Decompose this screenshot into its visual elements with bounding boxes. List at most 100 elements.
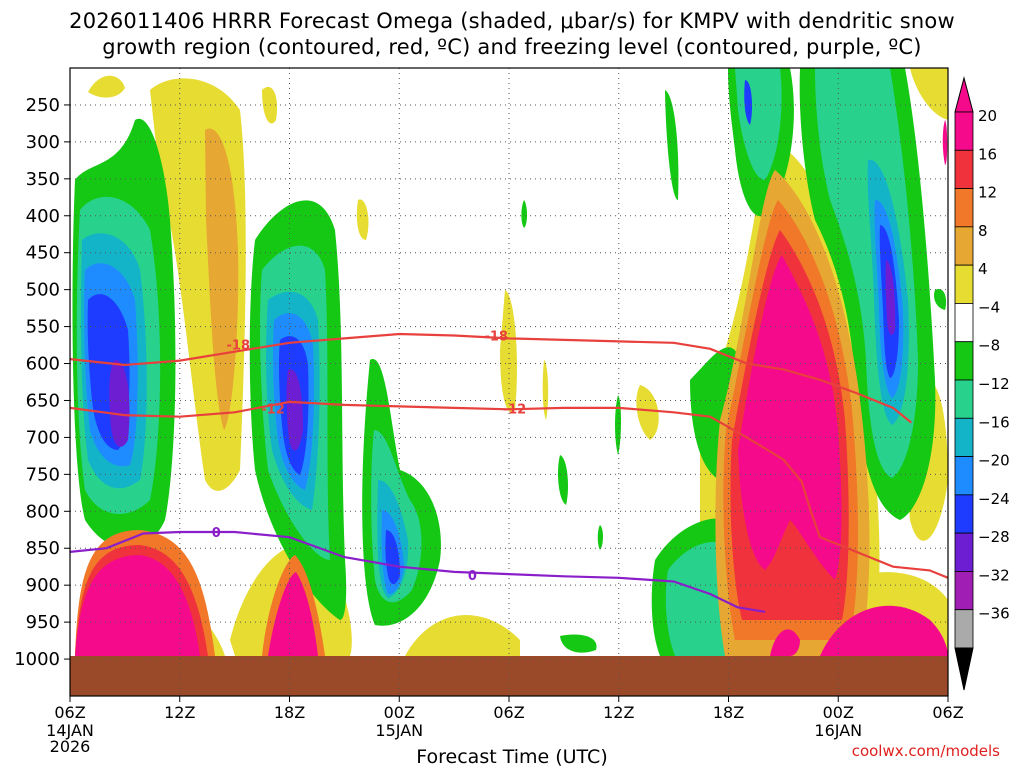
colorbar-swatch <box>954 303 974 343</box>
x-tick-label: 12Z <box>164 703 195 722</box>
date-label: 14JAN <box>46 721 94 740</box>
x-tick-label: 18Z <box>713 703 744 722</box>
omega-green <box>558 455 568 505</box>
chart-title: 2026011406 HRRR Forecast Omega (shaded, … <box>0 8 1024 60</box>
y-tick-label: 550 <box>26 317 60 338</box>
date-label: 15JAN <box>375 721 423 740</box>
y-tick-label: 650 <box>26 390 60 411</box>
colorbar-label: 20 <box>978 107 997 125</box>
date-label: 16JAN <box>814 721 862 740</box>
y-tick-label: 350 <box>26 169 60 190</box>
x-tick-label: 12Z <box>603 703 634 722</box>
colorbar-swatch <box>954 379 974 419</box>
contour-label: -12 <box>503 403 527 418</box>
y-tick-label: 900 <box>26 575 60 596</box>
colorbar-swatch <box>954 149 974 189</box>
chart-title-line1: 2026011406 HRRR Forecast Omega (shaded, … <box>69 9 955 33</box>
colorbar-label: −20 <box>978 452 1010 470</box>
colorbar-swatch <box>954 417 974 457</box>
colorbar-label: −28 <box>978 528 1010 546</box>
date-label: 2026 <box>50 737 91 756</box>
y-tick-label: 250 <box>26 95 60 116</box>
colorbar: 20 16 12 8 4 −4 −8 −12 −16 −20 −24 −28 −32 −36 <box>954 76 1010 691</box>
colorbar-label: 12 <box>978 184 997 202</box>
omega-magenta <box>942 120 948 165</box>
colorbar-label: −12 <box>978 375 1010 393</box>
omega-yellow <box>405 615 520 656</box>
omega-yellow <box>500 290 517 413</box>
colorbar-swatch <box>954 111 974 151</box>
y-tick-label: 1000 <box>14 649 60 670</box>
x-axis: 06Z 12Z 18Z 00Z 06Z 12Z 18Z 00Z 06Z14JAN202615JA… <box>46 696 964 756</box>
colorbar-label: −24 <box>978 490 1010 508</box>
colorbar-label: 16 <box>978 145 997 163</box>
colorbar-label: −8 <box>978 337 1000 355</box>
colorbar-swatch <box>954 494 974 534</box>
x-tick-label: 06Z <box>493 703 524 722</box>
x-tick-label: 00Z <box>384 703 415 722</box>
omega-yellow <box>88 75 125 98</box>
omega-magenta <box>738 255 842 580</box>
contour-freezing-level <box>70 530 766 613</box>
credit-text: coolwx.com/models <box>851 742 1000 760</box>
colorbar-swatch <box>954 341 974 381</box>
omega-purple <box>109 360 130 447</box>
omega-green <box>934 289 947 310</box>
colorbar-swatch <box>954 456 974 496</box>
omega-purple <box>885 260 896 336</box>
omega-yellow <box>356 199 369 240</box>
colorbar-swatch <box>954 226 974 266</box>
colorbar-swatch <box>954 532 974 572</box>
contour-label: 0 <box>468 569 477 584</box>
ground <box>70 656 948 696</box>
colorbar-label: −4 <box>978 298 1000 316</box>
omega-green <box>560 634 597 653</box>
y-tick-label: 700 <box>26 427 60 448</box>
omega-shading <box>70 68 948 696</box>
x-axis-title: Forecast Time (UTC) <box>416 746 608 768</box>
contour-label: 0 <box>212 526 221 541</box>
colorbar-label: −32 <box>978 566 1010 584</box>
contour-dgz-bottom <box>70 400 948 579</box>
x-tick-label: 06Z <box>932 703 963 722</box>
contour-label: -18 <box>484 329 508 344</box>
omega-magenta <box>268 572 318 656</box>
colorbar-label: −16 <box>978 413 1010 431</box>
y-axis: 250 300 350 400 450 500 550 600 650 700 750 800 850 9… <box>14 95 70 670</box>
omega-purple <box>286 369 303 451</box>
chart-title-line2: growth region (contoured, red, ºC) and f… <box>102 35 922 59</box>
y-tick-label: 500 <box>26 280 60 301</box>
omega-yellow <box>636 385 659 440</box>
contour-lines: -18 -18 -12 -12 0 0 <box>70 329 948 613</box>
x-tick-label: 18Z <box>274 703 305 722</box>
omega-green <box>597 525 603 550</box>
contour-dgz-top <box>70 332 913 424</box>
x-tick-label: 06Z <box>54 703 85 722</box>
omega-yellow <box>910 68 948 120</box>
colorbar-swatch <box>954 609 974 649</box>
omega-green <box>615 395 621 455</box>
y-tick-label: 800 <box>26 501 60 522</box>
colorbar-bottom-arrow <box>954 647 974 691</box>
y-tick-label: 750 <box>26 464 60 485</box>
contour-label: -12 <box>261 403 285 418</box>
omega-green <box>665 90 679 200</box>
y-tick-label: 300 <box>26 132 60 153</box>
omega-blue-dark <box>744 80 753 125</box>
omega-magenta <box>75 555 200 656</box>
omega-yellow <box>262 86 278 124</box>
y-tick-label: 850 <box>26 538 60 559</box>
x-tick-label: 00Z <box>823 703 854 722</box>
contour-label: -18 <box>227 338 251 353</box>
colorbar-swatch <box>954 188 974 228</box>
y-tick-label: 600 <box>26 354 60 375</box>
omega-blue-dark <box>385 530 400 585</box>
omega-magenta <box>820 605 948 656</box>
colorbar-swatch <box>954 571 974 611</box>
colorbar-label: 8 <box>978 222 988 240</box>
colorbar-swatch <box>954 264 974 304</box>
omega-magenta <box>770 629 800 656</box>
omega-green <box>521 200 527 228</box>
y-tick-label: 400 <box>26 206 60 227</box>
y-tick-label: 950 <box>26 612 60 633</box>
